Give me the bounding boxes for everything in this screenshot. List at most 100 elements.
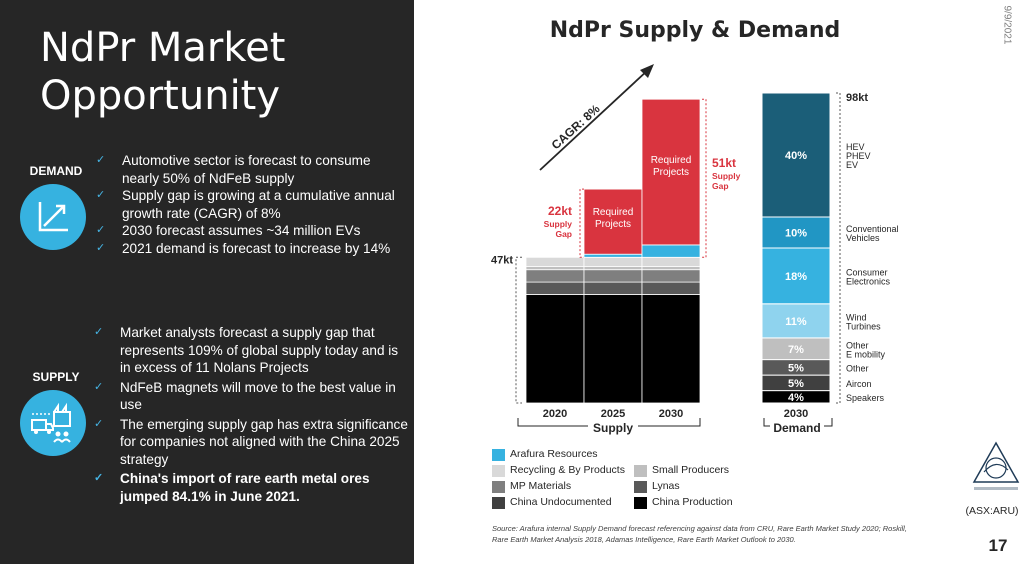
demand-segment-pct: 5% — [788, 362, 804, 374]
supply-bar-segment — [583, 281, 643, 295]
supply-bar-segment — [583, 294, 643, 404]
supply-tick-label: 2030 — [659, 408, 683, 420]
supply-bar-segment — [583, 188, 643, 255]
demand-segment-label: Wind Turbines — [846, 312, 881, 331]
supply-bullet: ✓ The emerging supply gap has extra signi… — [94, 416, 408, 467]
growth-chart-icon — [20, 184, 86, 250]
supply-bar-segment — [525, 281, 585, 295]
supply-bullet: ✓ NdFeB magnets will move to the best val… — [94, 379, 396, 413]
base-supply-label: 47kt — [491, 254, 513, 266]
required-projects-label: Required Projects — [593, 207, 634, 230]
demand-segment-pct: 10% — [785, 228, 807, 240]
supply-bar-segment — [525, 294, 585, 404]
demand-total-label: 98kt — [846, 92, 868, 104]
check-icon: ✓ — [96, 189, 106, 201]
arafura-logo — [970, 440, 1022, 496]
legend-label: Arafura Resources — [510, 448, 598, 460]
supply-gap-label: Supply Gap — [712, 171, 741, 191]
demand-segment-pct: 7% — [788, 344, 804, 356]
chart-legend: Arafura Resources Recycling & By Products… — [492, 448, 772, 516]
legend-label: MP Materials — [510, 480, 572, 492]
ticker: (ASX:ARU) — [965, 505, 1019, 517]
supply-chain-icon — [20, 390, 86, 456]
demand-segment-pct: 11% — [785, 316, 807, 328]
demand-bullets: ✓ Automotive sector is forecast to consum… — [96, 152, 406, 257]
check-icon: ✓ — [96, 241, 106, 254]
demand-bullet: ✓ 2021 demand is forecast to increase by … — [96, 240, 391, 256]
slide-title: NdPr Market Opportunity — [40, 25, 286, 119]
cagr-label: CAGR: 8% — [549, 101, 603, 152]
check-icon: ✓ — [96, 224, 106, 236]
supply-bar-segment — [583, 269, 643, 283]
demand-segment-label: HEV PHEV EV — [846, 142, 871, 170]
demand-bar-segment — [761, 303, 831, 339]
demand-bullet: ✓ Supply gap is growing at a cumulative a… — [96, 188, 395, 221]
check-icon: ✓ — [94, 380, 104, 393]
legend-swatch — [634, 481, 647, 493]
check-icon: ✓ — [96, 154, 106, 166]
supply-bar-segment — [583, 253, 643, 258]
supply-gap-value: 22kt — [548, 204, 572, 218]
supply-tick-label: 2025 — [601, 408, 625, 420]
demand-segment-label: Consumer Electronics — [846, 267, 891, 286]
supply-bullets: ✓ Market analysts forecast a supply gap t… — [94, 324, 408, 505]
supply-bar-segment — [641, 256, 701, 267]
supply-bar-segment — [641, 294, 701, 404]
supply-gap-label: Supply Gap — [544, 219, 573, 239]
legend-swatch — [492, 449, 505, 461]
demand-segment-pct: 5% — [788, 378, 804, 390]
chart-title: NdPr Supply & Demand — [549, 18, 841, 43]
demand-segment-label: Other — [846, 363, 869, 373]
legend-label: China Production — [652, 496, 733, 508]
demand-segment-pct: 4% — [788, 392, 804, 404]
demand-bar-segment — [761, 216, 831, 249]
supply-group-mask — [588, 420, 638, 432]
legend-swatch — [634, 497, 647, 509]
supply-gap-bracket — [702, 98, 707, 258]
supply-bar-segment — [525, 256, 585, 267]
supply-bar-segment — [583, 256, 643, 267]
demand-group-label: Demand — [773, 421, 820, 435]
supply-bar-segment — [641, 281, 701, 295]
demand-bar-segment — [761, 92, 831, 218]
supply-bar-segment — [583, 266, 643, 271]
supply-bar-segment — [641, 244, 701, 258]
supply-tick-label: 2020 — [543, 408, 567, 420]
demand-segment-label: Speakers — [846, 393, 885, 403]
demand-bullet: ✓ Automotive sector is forecast to consum… — [96, 153, 371, 186]
demand-bar-segment — [761, 247, 831, 305]
legend-swatch — [634, 465, 647, 477]
demand-segment-label: Conventional Vehicles — [846, 224, 899, 243]
check-icon: ✓ — [94, 472, 104, 484]
supply-bar-segment — [525, 269, 585, 283]
legend-swatch — [492, 481, 505, 493]
legend-label: Small Producers — [652, 464, 730, 476]
demand-segment-label: Other E mobility — [846, 340, 886, 359]
left-panel: NdPr Market Opportunity DEMAND ✓ Automoti… — [0, 0, 414, 564]
demand-group-mask — [770, 420, 824, 432]
demand-tick-label: 2030 — [784, 408, 808, 420]
supply-bullet: ✓ Market analysts forecast a supply gap t… — [94, 325, 399, 375]
demand-label: DEMAND — [29, 164, 83, 178]
demand-segment-pct: 40% — [785, 150, 807, 162]
supply-gap-value: 51kt — [712, 156, 736, 170]
supply-bar-segment — [641, 269, 701, 283]
legend-swatch — [492, 497, 505, 509]
demand-segment-pct: 18% — [785, 271, 807, 283]
legend-swatch — [492, 465, 505, 477]
supply-label: SUPPLY — [32, 370, 80, 384]
supply-bullet-highlight: ✓ China's import of rare earth metal ores… — [94, 471, 370, 504]
base-bracket — [515, 256, 522, 404]
supply-group-label: Supply — [593, 421, 633, 435]
legend-label: China Undocumented — [510, 496, 612, 508]
demand-bullet: ✓ 2030 forecast assumes ~34 million EVs — [96, 223, 361, 238]
legend-label: Recycling & By Products — [510, 464, 625, 476]
check-icon: ✓ — [94, 326, 104, 338]
page-number: 17 — [988, 536, 1008, 555]
legend-label: Lynas — [652, 480, 680, 492]
cagr-arrow-line — [539, 69, 649, 171]
demand-segment-label: Aircon — [846, 379, 872, 389]
source-note: Source: Arafura internal Supply Demand f… — [492, 524, 907, 544]
supply-bar-segment — [641, 266, 701, 271]
